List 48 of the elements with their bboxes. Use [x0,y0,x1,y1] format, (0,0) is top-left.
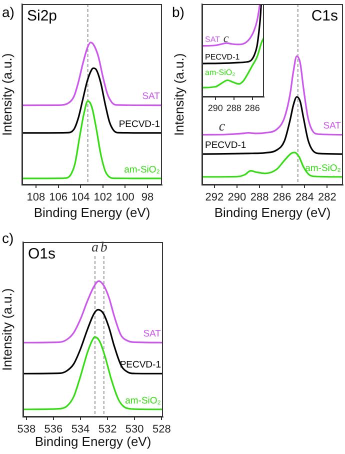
x-axis-title: Binding Energy (eV) [34,434,152,449]
x-tick-label: 286 [272,192,292,204]
x-tick-label: 534 [71,424,90,436]
x-axis-title: Binding Energy (eV) [214,204,331,220]
series-label: PECVD-1 [205,140,246,151]
x-tick-label: 290 [228,192,246,204]
x-tick-label: 538 [17,424,36,436]
series-label: PECVD-1 [205,52,240,62]
x-tick-label: 292 [205,192,224,204]
text: c) [2,230,14,246]
x-tick-label: 102 [94,192,112,204]
x-tick-label: 288 [250,192,269,204]
series-label: SAT [205,35,220,44]
series-label: SAT [143,328,162,340]
x-tick-label: 282 [318,192,336,204]
y-axis-title: Intensity (a.u.) [0,288,14,371]
series-label: SAT [323,120,342,132]
y-axis-title: Intensity (a.u.) [171,53,186,136]
x-axis-title: Binding Energy (eV) [34,204,150,220]
chart-title: O1s [28,246,56,263]
chart-title: Si2p [27,8,58,25]
series-label: am-SiO₂ [305,162,342,174]
series-label: am-SiO₂ [205,68,236,77]
x-tick-label: 106 [49,192,68,204]
annotation: c [218,120,226,135]
series-label: SAT [142,91,160,102]
x-tick-label: 98 [141,192,154,204]
x-tick-label: 288 [226,102,242,113]
text: a) [2,4,14,20]
x-tick-label: 532 [98,424,117,436]
x-tick-label: 286 [244,102,260,113]
ref-line-label: b [100,240,108,256]
ref-line-label: a [91,240,98,256]
chart-title: C1s [311,8,338,25]
x-tick-label: 528 [152,424,171,436]
x-tick-label: 530 [125,424,144,436]
x-tick-label: 284 [295,192,314,204]
y-axis-title: Intensity (a.u.) [0,53,14,136]
series-label: PECVD-1 [118,118,160,130]
x-tick-label: 100 [116,192,134,204]
text: b) [172,4,184,20]
x-tick-label: 108 [26,192,46,204]
series-label: am-SiO₂ [124,164,160,176]
series-label: am-SiO₂ [125,395,162,406]
x-tick-label: 290 [208,102,223,113]
x-tick-label: 104 [71,192,90,204]
annotation: c [223,31,230,46]
x-tick-label: 536 [44,424,63,436]
